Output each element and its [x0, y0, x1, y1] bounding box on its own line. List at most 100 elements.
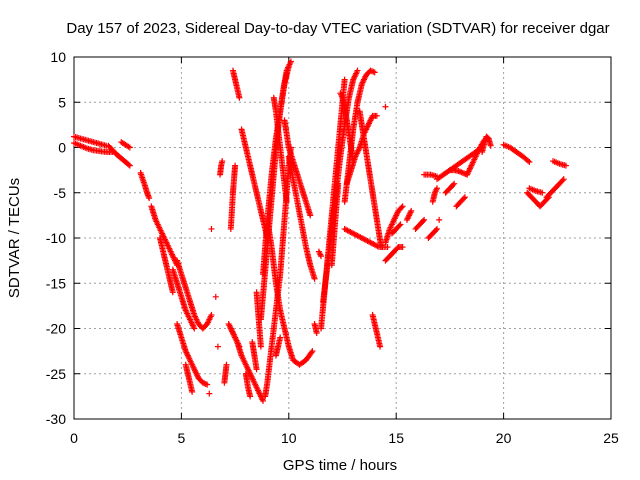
series-track — [500, 141, 533, 165]
data-point — [341, 76, 348, 83]
series-track — [217, 158, 226, 178]
series-track — [118, 139, 133, 151]
series-track — [137, 169, 153, 202]
data-point — [283, 198, 290, 205]
data-point — [398, 204, 405, 211]
data-point — [451, 180, 458, 187]
series-track — [214, 343, 221, 350]
data-point — [377, 343, 384, 350]
x-tick-label: 10 — [281, 430, 297, 446]
x-tick-label: 20 — [496, 430, 512, 446]
series-track — [453, 194, 468, 210]
data-point — [236, 343, 243, 350]
data-point — [146, 195, 153, 202]
grid-layer — [74, 57, 611, 419]
series-track — [242, 370, 254, 400]
data-point — [247, 393, 254, 400]
data-point — [318, 253, 325, 260]
y-axis-label: SDTVAR / TECUs — [6, 178, 23, 298]
series-track — [156, 235, 176, 296]
data-point — [421, 216, 428, 223]
data-point — [126, 162, 133, 169]
series-track — [208, 225, 215, 232]
series-track — [320, 67, 361, 305]
series-track — [434, 144, 486, 183]
y-tick-label: -5 — [54, 185, 67, 201]
data-point — [432, 227, 439, 234]
data-point — [287, 58, 294, 65]
series-track — [71, 133, 110, 149]
data-point — [370, 68, 377, 75]
data-point — [525, 157, 532, 164]
series-track — [148, 203, 181, 269]
data-point — [309, 348, 316, 355]
series-track — [221, 361, 230, 386]
series-track — [328, 180, 342, 269]
series-track — [229, 67, 243, 101]
series-track — [429, 185, 441, 205]
data-point — [450, 181, 457, 188]
data-point — [373, 112, 380, 119]
series-track — [169, 266, 198, 332]
data-point — [399, 203, 406, 210]
data-point — [460, 195, 467, 202]
x-axis-label: GPS time / hours — [283, 457, 397, 474]
series-track — [182, 361, 196, 395]
data-point — [308, 349, 315, 356]
data-point — [125, 161, 132, 168]
series-track — [272, 334, 284, 359]
series-track — [238, 126, 271, 241]
series-track — [315, 248, 325, 260]
data-point — [384, 244, 391, 251]
data-point — [191, 325, 198, 332]
data-point — [285, 63, 292, 70]
series-track — [382, 244, 406, 264]
series-track — [403, 207, 415, 223]
series-track — [227, 325, 243, 350]
series-track — [249, 339, 260, 373]
series-track — [212, 293, 219, 300]
series-track — [369, 311, 384, 350]
data-point — [313, 330, 320, 337]
series-track — [526, 185, 546, 196]
data-point — [208, 225, 215, 232]
series-track — [227, 162, 239, 232]
series-track — [446, 167, 471, 178]
series-track — [550, 158, 569, 169]
data-point — [434, 185, 441, 192]
data-point — [204, 381, 211, 388]
series-track — [174, 257, 215, 332]
x-tick-label: 5 — [178, 430, 186, 446]
x-tick-label: 25 — [603, 430, 619, 446]
data-point — [236, 94, 243, 101]
data-point — [539, 189, 546, 196]
data-point — [434, 225, 441, 232]
series-track — [543, 176, 567, 201]
data-point — [335, 180, 342, 187]
y-tick-label: 5 — [58, 94, 66, 110]
x-tick-label: 15 — [388, 430, 404, 446]
series-track — [341, 225, 391, 251]
y-tick-label: -25 — [46, 366, 66, 382]
data-point — [371, 69, 378, 76]
series-track — [281, 117, 314, 219]
data-point — [378, 244, 385, 251]
series-track — [174, 320, 211, 388]
tick-layer: 0 5 10 15 20 25 -30 -25 -20 -15 -10 -5 0 5 10 — [46, 49, 619, 446]
data-point — [206, 390, 213, 397]
series-track — [105, 142, 133, 169]
data-point — [408, 207, 415, 214]
data-point — [396, 222, 403, 229]
y-tick-label: 10 — [50, 49, 66, 65]
series-track — [436, 216, 443, 223]
data-point — [253, 366, 260, 373]
y-tick-label: -30 — [46, 411, 66, 427]
data-point — [382, 103, 389, 110]
series-track — [356, 108, 385, 251]
series-track — [206, 390, 213, 397]
data-point — [169, 289, 176, 296]
data-point — [223, 361, 230, 368]
data-point — [436, 216, 443, 223]
chart-title: Day 157 of 2023, Sidereal Day-to-day VTE… — [66, 20, 609, 37]
